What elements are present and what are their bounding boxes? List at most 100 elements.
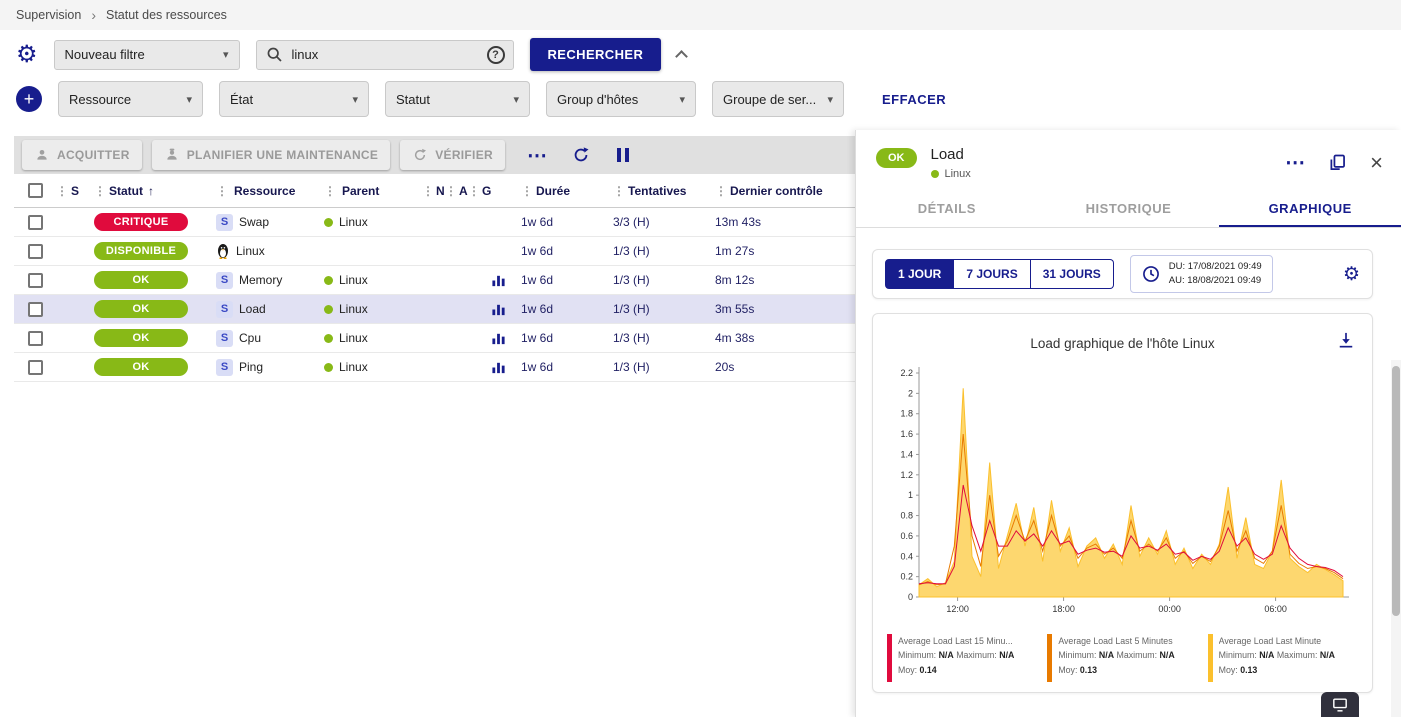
- duration-cell: 1w 6d: [521, 302, 554, 316]
- svg-text:2: 2: [908, 388, 913, 398]
- resource-filter-select[interactable]: Ressource ▾: [58, 81, 203, 117]
- tries-cell: 1/3 (H): [613, 302, 650, 316]
- row-checkbox[interactable]: [27, 301, 43, 317]
- add-criteria-button[interactable]: +: [16, 86, 42, 112]
- row-checkbox[interactable]: [27, 243, 43, 259]
- row-checkbox[interactable]: [27, 214, 43, 230]
- search-help-icon[interactable]: ?: [486, 45, 505, 64]
- range-31-days-button[interactable]: 31 JOURS: [1030, 259, 1114, 289]
- last-check-cell: 8m 12s: [715, 273, 755, 287]
- resource-filter-label: Ressource: [69, 91, 132, 107]
- collapse-filters-chevron-icon[interactable]: [675, 50, 689, 63]
- servicegroup-filter-select[interactable]: Groupe de ser... ▾: [712, 81, 844, 117]
- state-filter-label: État: [230, 91, 254, 107]
- svg-text:1.2: 1.2: [900, 470, 913, 480]
- parent-up-dot-icon: [324, 304, 333, 314]
- table-row-cpu[interactable]: OK S Cpu Linux 1w 6d 1/3 (H) 4m 38s: [14, 324, 855, 353]
- close-panel-icon[interactable]: ×: [1370, 149, 1383, 175]
- acknowledge-button[interactable]: ACQUITTER: [22, 140, 142, 170]
- clear-filters-button[interactable]: EFFACER: [882, 91, 947, 107]
- maintenance-button[interactable]: PLANIFIER UNE MAINTENANCE: [151, 140, 391, 170]
- table-row-linux-host[interactable]: DISPONIBLE Linux 1w 6d 1/3 (H) 1m 27s: [14, 237, 855, 266]
- graph-card: Load graphique de l'hôte Linux 0 0.2 0.4 0.…: [872, 313, 1373, 693]
- filter-settings-gear-icon[interactable]: ⚙: [16, 40, 38, 68]
- legend-min-label: Minimum:: [898, 650, 937, 661]
- svg-text:06:00: 06:00: [1264, 604, 1287, 614]
- resource-name: Swap: [239, 215, 270, 229]
- resource-name: Load: [239, 302, 266, 316]
- linux-penguin-icon: [218, 244, 228, 259]
- search-box[interactable]: ?: [255, 39, 514, 70]
- saved-filter-select[interactable]: Nouveau filtre ▾: [53, 39, 240, 70]
- more-actions-icon[interactable]: ⋯: [526, 144, 547, 167]
- host-up-dot-icon: [930, 170, 939, 178]
- table-row-swap[interactable]: CRITIQUE S Swap Linux 1w 6d 3/3 (H) 13m 4…: [14, 208, 855, 237]
- detail-more-icon[interactable]: ⋯: [1285, 152, 1306, 174]
- drag-handle-icon: ⋮: [56, 183, 68, 198]
- state-filter-select[interactable]: État ▾: [219, 81, 369, 117]
- hostgroup-filter-select[interactable]: Group d'hôtes ▾: [546, 81, 696, 117]
- copy-link-icon[interactable]: [1327, 152, 1348, 173]
- col-resource[interactable]: ⋮ Ressource: [216, 184, 324, 198]
- col-action[interactable]: ⋮ A: [445, 184, 468, 198]
- graph-chart-icon[interactable]: [491, 331, 506, 346]
- table-row-memory[interactable]: OK S Memory Linux 1w 6d 1/3 (H) 8m 12s: [14, 266, 855, 295]
- parent-name: Linux: [339, 360, 368, 374]
- col-action-label: A: [459, 183, 468, 198]
- breadcrumb-supervision[interactable]: Supervision: [16, 8, 82, 22]
- pause-icon[interactable]: [615, 146, 631, 164]
- graph-chart-icon[interactable]: [491, 273, 506, 288]
- legend-item-5min: Average Load Last 5 Minutes Minimum: N/A…: [1047, 634, 1197, 682]
- status-filter-select[interactable]: Statut ▾: [385, 81, 530, 117]
- col-graph[interactable]: ⋮ G: [468, 184, 491, 198]
- col-notes[interactable]: ⋮ N: [422, 184, 445, 198]
- search-button[interactable]: RECHERCHER: [529, 38, 662, 71]
- col-parent[interactable]: ⋮ Parent: [324, 184, 422, 198]
- table-row-ping[interactable]: OK S Ping Linux 1w 6d 1/3 (H) 20s: [14, 353, 855, 382]
- resource-name: Ping: [239, 360, 264, 374]
- refresh-icon[interactable]: [571, 145, 591, 165]
- row-checkbox[interactable]: [27, 359, 43, 375]
- date-to: AU: 18/08/2021 09:49: [1168, 275, 1262, 286]
- drag-handle-icon: ⋮: [216, 183, 228, 198]
- col-status[interactable]: ⋮ Statut ↑: [94, 184, 216, 198]
- graph-settings-gear-icon[interactable]: ⚙: [1342, 263, 1360, 285]
- select-all-checkbox[interactable]: [27, 183, 43, 198]
- tab-graph[interactable]: GRAPHIQUE: [1219, 190, 1401, 227]
- resource-name: Linux: [236, 244, 265, 258]
- resource-name: Memory: [239, 273, 283, 287]
- check-button[interactable]: VÉRIFIER: [400, 140, 505, 170]
- export-download-icon[interactable]: [1336, 330, 1356, 355]
- svg-text:00:00: 00:00: [1158, 604, 1181, 614]
- acknowledge-label: ACQUITTER: [57, 148, 130, 162]
- row-checkbox[interactable]: [27, 330, 43, 346]
- col-severity[interactable]: ⋮ S: [56, 184, 94, 198]
- duration-cell: 1w 6d: [521, 244, 554, 258]
- range-1-day-button[interactable]: 1 JOUR: [885, 259, 955, 289]
- tab-history[interactable]: HISTORIQUE: [1085, 201, 1172, 216]
- hostgroup-filter-label: Group d'hôtes: [557, 91, 639, 107]
- range-7-days-button[interactable]: 7 JOURS: [954, 259, 1031, 289]
- search-input[interactable]: [291, 47, 479, 62]
- date-range-picker[interactable]: DU: 17/08/2021 09:49 AU: 18/08/2021 09:4…: [1129, 255, 1273, 293]
- legend-max-label: Maximum:: [956, 650, 997, 661]
- servicegroup-filter-label: Groupe de ser...: [723, 91, 817, 107]
- tab-details[interactable]: DÉTAILS: [917, 201, 976, 216]
- col-last-check[interactable]: ⋮ Dernier contrôle: [715, 184, 845, 198]
- graph-chart-icon[interactable]: [491, 302, 506, 317]
- tries-cell: 1/3 (H): [613, 273, 650, 287]
- parent-up-dot-icon: [324, 217, 333, 227]
- svg-text:1.4: 1.4: [900, 449, 913, 459]
- table-row-load[interactable]: OK S Load Linux 1w 6d 1/3 (H) 3m 55s: [14, 295, 855, 324]
- screen-share-widget[interactable]: [1321, 692, 1359, 717]
- chevron-down-icon: ▾: [222, 49, 229, 61]
- col-tries[interactable]: ⋮ Tentatives: [613, 184, 715, 198]
- col-severity-label: S: [71, 183, 80, 198]
- breadcrumb-statut-ressources[interactable]: Statut des ressources: [106, 8, 227, 22]
- legend-min-value: N/A: [1098, 650, 1115, 661]
- check-label: VÉRIFIER: [435, 148, 493, 162]
- col-duration[interactable]: ⋮ Durée: [521, 184, 613, 198]
- panel-scrollbar-thumb[interactable]: [1392, 366, 1400, 616]
- graph-chart-icon[interactable]: [491, 360, 506, 375]
- row-checkbox[interactable]: [27, 272, 43, 288]
